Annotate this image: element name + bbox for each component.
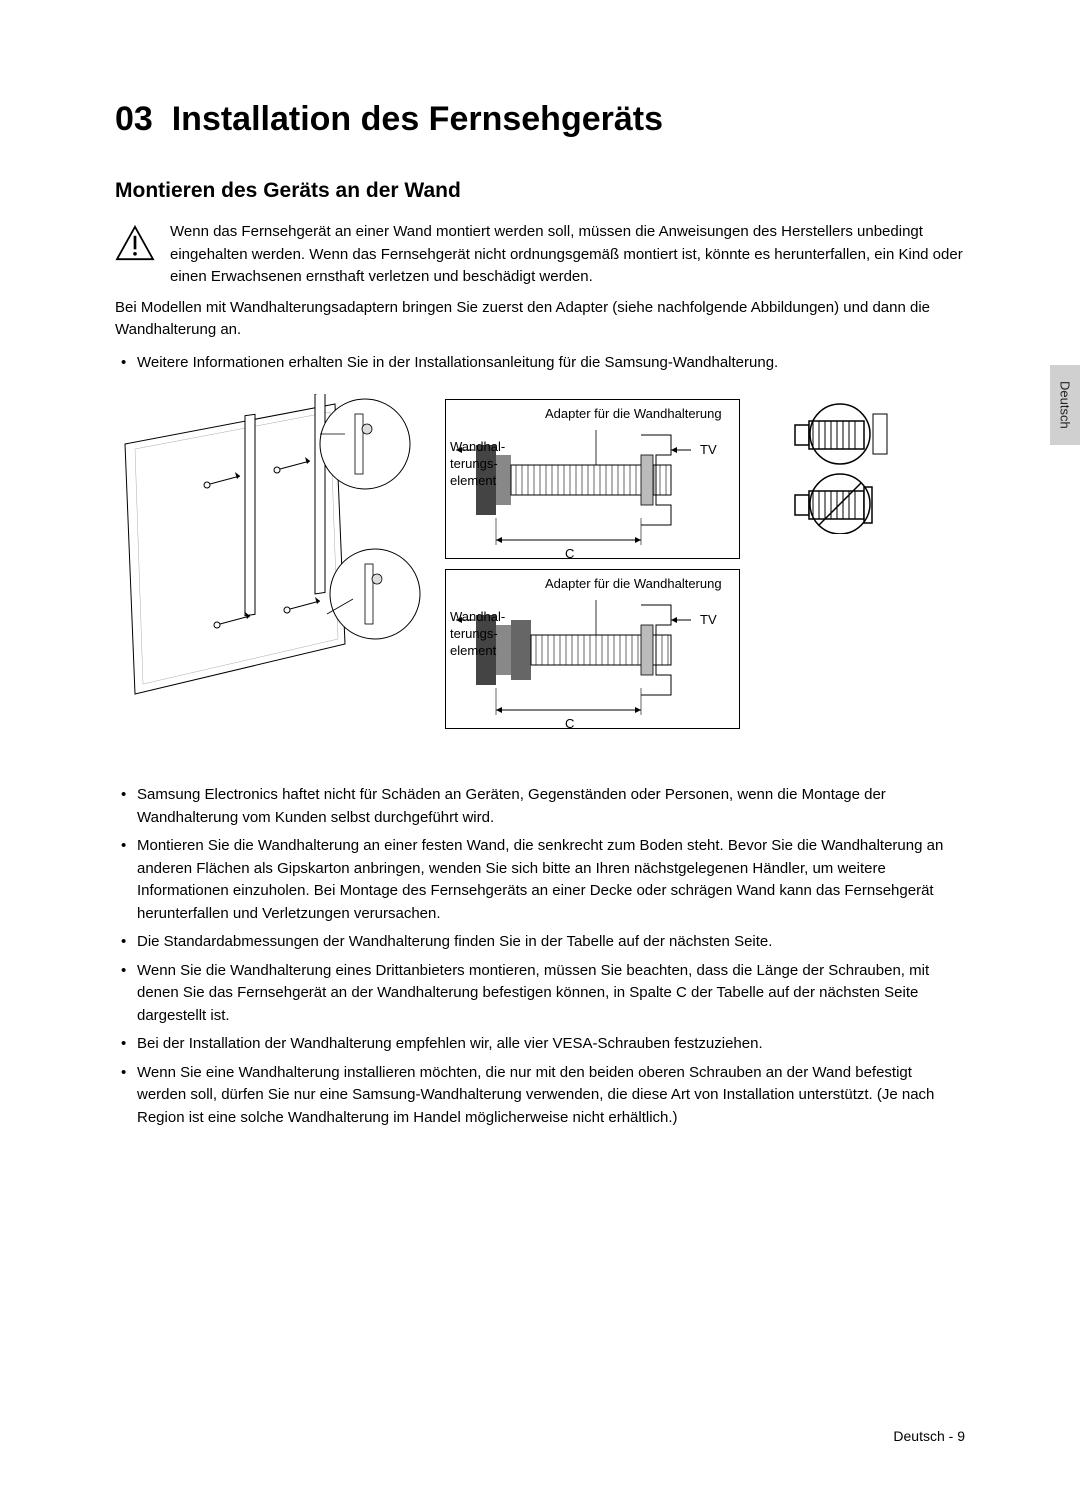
list-item: Montieren Sie die Wandhalterung an einer… [137, 835, 965, 925]
tv-isometric-illustration [115, 394, 435, 734]
intro-bullet-list: Weitere Informationen erhalten Sie in de… [115, 352, 965, 375]
c-label-bottom: C [565, 716, 574, 733]
page-footer: Deutsch - 9 [893, 1428, 965, 1444]
continuation-text: Bei Modellen mit Wandhalterungsadaptern … [115, 297, 965, 342]
screw-type-icons [785, 394, 965, 534]
page-content: 03 Installation des Fernsehgeräts Montie… [0, 0, 1080, 1204]
adapter-label-top: Adapter für die Wandhalterung [545, 406, 722, 423]
list-item: Die Standardabmessungen der Wandhalterun… [137, 931, 965, 954]
list-item: Samsung Electronics haftet nicht für Sch… [137, 784, 965, 829]
adapter-label-bottom: Adapter für die Wandhalterung [545, 576, 722, 593]
chapter-heading: 03 Installation des Fernsehgeräts [115, 100, 965, 139]
warning-icon [115, 225, 155, 261]
installation-diagram: Adapter für die Wandhalterung Wandhal- t… [115, 394, 965, 744]
section-heading: Montieren des Geräts an der Wand [115, 179, 965, 203]
tv-label-top: TV [700, 442, 717, 459]
list-item: Wenn Sie die Wandhalterung eines Drittan… [137, 960, 965, 1028]
warning-block: Wenn das Fernsehgerät an einer Wand mont… [115, 221, 965, 289]
warning-bullet-list: Samsung Electronics haftet nicht für Sch… [115, 784, 965, 1129]
wall-mount-label-bottom: Wandhal- terungs- element [450, 609, 505, 660]
list-item: Wenn Sie eine Wandhalterung installieren… [137, 1062, 965, 1130]
warning-text: Wenn das Fernsehgerät an einer Wand mont… [170, 221, 965, 289]
chapter-number: 03 [115, 100, 153, 138]
list-item: Bei der Installation der Wandhalterung e… [137, 1033, 965, 1056]
list-item: Weitere Informationen erhalten Sie in de… [137, 352, 965, 375]
c-label-top: C [565, 546, 574, 563]
wall-mount-label-top: Wandhal- terungs- element [450, 439, 505, 490]
chapter-title-text: Installation des Fernsehgeräts [172, 100, 663, 138]
tv-label-bottom: TV [700, 612, 717, 629]
